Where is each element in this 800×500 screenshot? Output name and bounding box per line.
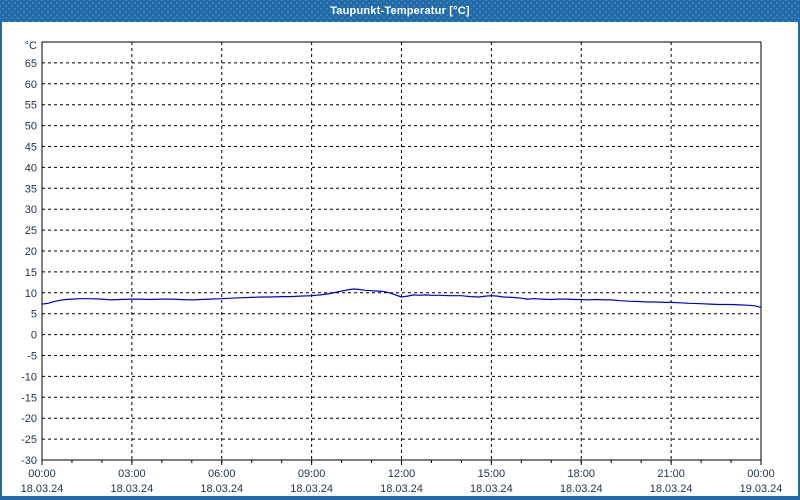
y-tick-label: 35 (25, 183, 37, 195)
y-tick-label: -20 (21, 413, 37, 425)
x-tick-time-label: 03:00 (118, 468, 146, 480)
x-tick-date-label: 18.03.24 (380, 483, 423, 495)
y-tick-label: -25 (21, 434, 37, 446)
x-tick-date-label: 18.03.24 (200, 483, 243, 495)
x-tick-date-label: 18.03.24 (560, 483, 603, 495)
x-tick-date-label: 18.03.24 (290, 483, 333, 495)
y-tick-label: 30 (25, 204, 37, 216)
y-tick-label: 20 (25, 246, 37, 258)
x-tick-date-label: 18.03.24 (21, 483, 64, 495)
y-tick-label: 60 (25, 79, 37, 91)
y-tick-label: 25 (25, 225, 37, 237)
title-bar[interactable]: Taupunkt-Temperatur [°C] (0, 0, 800, 22)
y-tick-label: -5 (27, 351, 37, 363)
x-tick-time-label: 21:00 (657, 468, 685, 480)
chart-svg: 65605550454035302520151050-5-10-15-20-25… (21, 40, 783, 495)
plot-frame (41, 41, 762, 461)
y-tick-label: -30 (21, 455, 37, 467)
y-tick-label: 40 (25, 162, 37, 174)
x-tick-time-label: 00:00 (747, 468, 775, 480)
y-tick-label: 50 (25, 121, 37, 133)
y-tick-label: -15 (21, 392, 37, 404)
y-tick-label: 55 (25, 100, 37, 112)
x-tick-date-label: 18.03.24 (110, 483, 153, 495)
x-tick-time-label: 18:00 (567, 468, 595, 480)
y-axis-unit-label: °C (25, 40, 37, 52)
y-tick-label: 45 (25, 142, 37, 154)
x-tick-time-label: 00:00 (28, 468, 56, 480)
x-tick-time-label: 09:00 (298, 468, 326, 480)
x-tick-time-label: 06:00 (208, 468, 236, 480)
x-tick-date-label: 19.03.24 (740, 483, 783, 495)
y-tick-label: 10 (25, 288, 37, 300)
y-tick-label: 5 (31, 309, 37, 321)
y-tick-label: 65 (25, 58, 37, 70)
x-tick-date-label: 18.03.24 (470, 483, 513, 495)
y-tick-label: -10 (21, 371, 37, 383)
series-line-taupunkt (41, 288, 762, 308)
x-tick-date-label: 18.03.24 (650, 483, 693, 495)
chart-area: 65 60 55 50 45 40 35 30 25 20 15 10 5 0 -5 -10 -15 -20 -25… (2, 22, 798, 496)
window-title: Taupunkt-Temperatur [°C] (330, 5, 470, 17)
x-tick-time-label: 15:00 (478, 468, 506, 480)
y-tick-label: 0 (31, 330, 37, 342)
y-tick-label: 15 (25, 267, 37, 279)
x-tick-time-label: 12:00 (388, 468, 416, 480)
